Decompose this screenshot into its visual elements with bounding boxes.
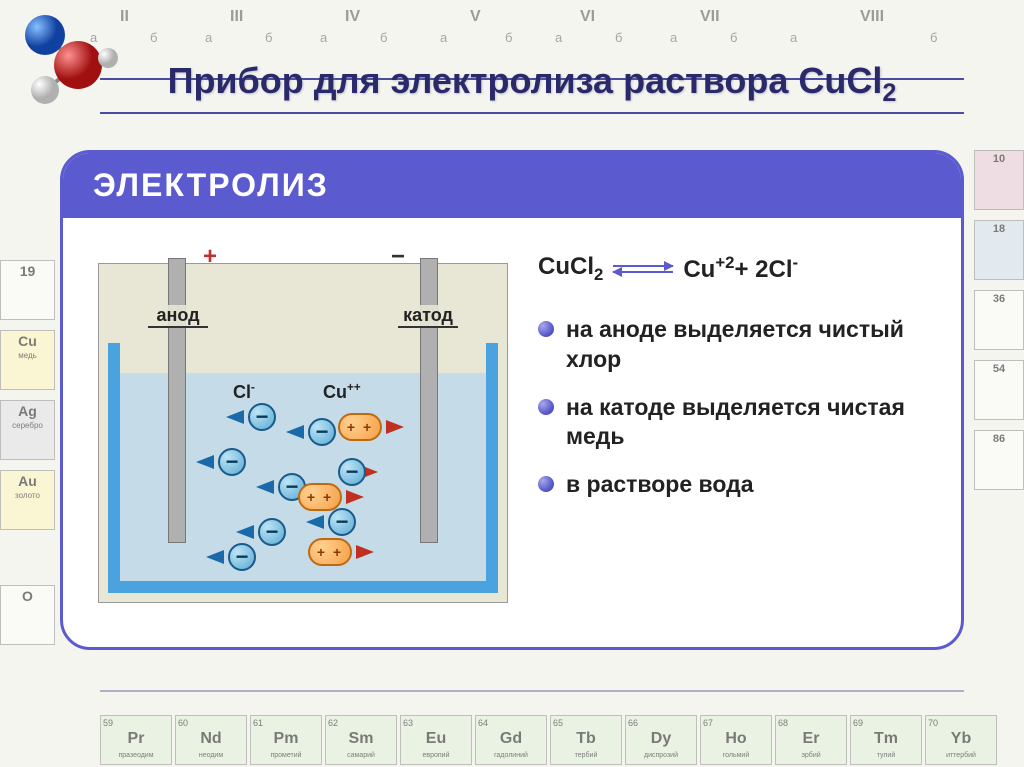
cation-header: Cu++ <box>323 381 361 403</box>
title-line-bottom <box>100 112 964 114</box>
anion-arrow-icon <box>256 480 274 494</box>
cathode-label: катод <box>398 305 458 328</box>
anode-electrode <box>168 258 186 543</box>
chloride-ion: − <box>328 508 356 536</box>
chloride-ion: − <box>228 543 256 571</box>
cathode-electrode <box>420 258 438 543</box>
anion-arrow-icon <box>306 515 324 529</box>
beaker: + − анод катод Cl- Cu++ −−−−−−−−+ ++ ++ … <box>108 343 498 593</box>
anode-label: анод <box>148 305 208 328</box>
equation: CuCl2 Cu+2+ 2Cl- <box>538 253 936 285</box>
anode-sign: + <box>203 243 217 271</box>
anion-arrow-icon <box>196 455 214 469</box>
copper-ion: + + <box>338 413 382 441</box>
bullet-item: в растворе вода <box>538 470 936 500</box>
cation-arrow-icon <box>386 420 404 434</box>
anion-arrow-icon <box>206 550 224 564</box>
bullet-item: на аноде выделяется чистый хлор <box>538 315 936 375</box>
footer-line <box>100 690 964 692</box>
text-panel: CuCl2 Cu+2+ 2Cl- на аноде выделяется чис… <box>538 243 936 613</box>
cathode-sign: − <box>391 243 405 271</box>
bullet-item: на катоде выделяется чистая медь <box>538 393 936 453</box>
chloride-ion: − <box>258 518 286 546</box>
electrolysis-card: ЭЛЕКТРОЛИЗ + − анод катод Cl- Cu++ −−−−−… <box>60 150 964 650</box>
chloride-ion: − <box>248 403 276 431</box>
electrolysis-diagram: + − анод катод Cl- Cu++ −−−−−−−−+ ++ ++ … <box>88 243 518 613</box>
bullet-list: на аноде выделяется чистый хлор на катоде… <box>538 315 936 500</box>
anion-arrow-icon <box>226 410 244 424</box>
equation-right: Cu+2+ 2Cl- <box>683 253 798 284</box>
equation-left: CuCl2 <box>538 253 603 285</box>
chloride-ion: − <box>338 458 366 486</box>
anion-arrow-icon <box>236 525 254 539</box>
anion-arrow-icon <box>286 425 304 439</box>
copper-ion: + + <box>308 538 352 566</box>
chloride-ion: − <box>308 418 336 446</box>
cation-arrow-icon <box>346 490 364 504</box>
equilibrium-arrows-icon <box>613 265 673 273</box>
cation-arrow-icon <box>356 545 374 559</box>
chloride-ion: − <box>218 448 246 476</box>
slide-title: Прибор для электролиза раствора CuCl2 <box>100 60 964 108</box>
card-header: ЭЛЕКТРОЛИЗ <box>63 153 961 218</box>
anion-header: Cl- <box>233 381 255 403</box>
copper-ion: + + <box>298 483 342 511</box>
